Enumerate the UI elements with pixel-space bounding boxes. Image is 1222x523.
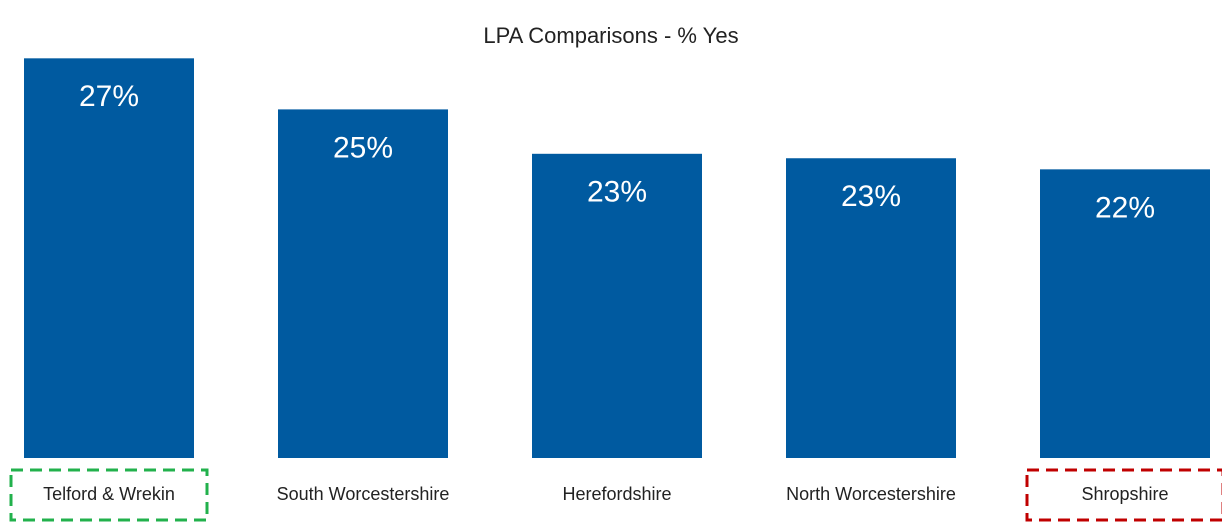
x-tick-label: Herefordshire [562,484,671,504]
value-label: 23% [841,180,901,213]
value-label: 27% [79,80,139,113]
bar [1040,169,1210,458]
bar [786,158,956,458]
x-tick-label: North Worcestershire [786,484,956,504]
value-label: 25% [333,131,393,164]
x-tick-label: Shropshire [1081,484,1168,504]
bar [24,58,194,459]
label-highlight [1025,468,1222,522]
chart-title: LPA Comparisons - % Yes [483,23,738,48]
label-highlight [9,468,209,522]
value-label: 22% [1095,191,1155,224]
bar [278,109,448,459]
value-label: 23% [587,176,647,209]
x-tick-label: South Worcestershire [277,484,450,504]
x-tick-label: Telford & Wrekin [43,484,175,504]
bar [532,153,702,458]
